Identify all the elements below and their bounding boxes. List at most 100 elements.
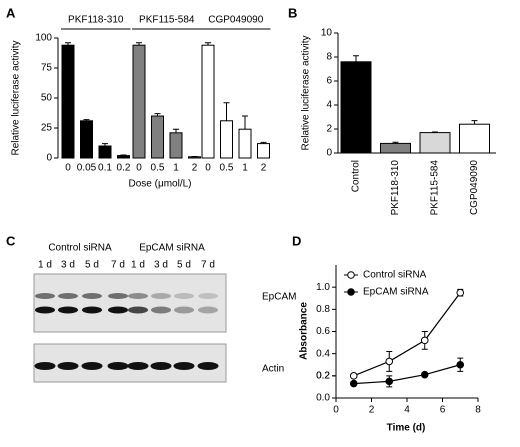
y-tick-label: 75: [41, 63, 53, 74]
y-tick-label: 6: [326, 76, 332, 87]
marker: [385, 357, 394, 366]
panel-label: B: [288, 5, 297, 20]
x-tick-label: 2: [192, 163, 198, 174]
x-tick-label: 0.5: [151, 163, 165, 174]
x-tick-label: 0: [205, 163, 211, 174]
bar: [459, 123, 490, 154]
lane-label: 7 d: [111, 260, 125, 271]
error-bar: [154, 113, 161, 116]
y-tick-label: 25: [41, 123, 53, 134]
legend-label: EpCAM siRNA: [363, 287, 429, 298]
bar: [201, 44, 215, 159]
band: [197, 362, 219, 370]
blot-membrane: [33, 273, 227, 333]
legend-marker: [347, 271, 355, 279]
band: [173, 362, 195, 370]
panel-label: C: [6, 233, 16, 248]
bar: [132, 44, 146, 159]
marker: [420, 336, 429, 345]
y-tick-label: 2: [326, 124, 332, 135]
x-tick-label: 0.2: [117, 163, 131, 174]
x-axis-label: Dose (μmol/L): [129, 179, 192, 190]
y-tick-label: 1.0: [316, 282, 330, 293]
band: [198, 306, 218, 314]
x-tick-label: 1: [173, 163, 179, 174]
y-tick-label: 0: [46, 153, 52, 164]
x-axis-label: Time (d): [387, 423, 426, 434]
error-bar: [136, 42, 142, 46]
y-axis-label: Absorbance: [299, 302, 310, 360]
bar: [169, 132, 183, 159]
band: [174, 293, 194, 299]
x-tick-label: 0.05: [77, 163, 97, 174]
y-tick-label: 0.2: [316, 370, 330, 381]
y-axis-label: Relative luciferase activity: [301, 35, 312, 150]
x-tick-label: 0: [136, 163, 142, 174]
band: [108, 306, 128, 314]
band: [82, 293, 102, 299]
lane-label: 5 d: [85, 260, 99, 271]
legend-marker: [347, 288, 355, 296]
band: [108, 293, 128, 299]
lane-label: 3 d: [154, 260, 168, 271]
x-tick-label: PKF115-584: [430, 160, 441, 216]
error-bar: [260, 141, 267, 144]
band-label: Actin: [262, 364, 284, 375]
panel-label: D: [292, 233, 301, 248]
error-bar: [205, 42, 211, 46]
band: [174, 306, 194, 314]
y-tick-label: 4: [326, 100, 332, 111]
y-tick-label: 0.4: [316, 348, 330, 359]
bar: [188, 156, 201, 159]
marker: [420, 370, 429, 379]
band: [150, 362, 172, 370]
lane-label: 7 d: [201, 260, 215, 271]
bar: [220, 120, 233, 159]
band: [128, 293, 148, 299]
x-tick-label: 2: [261, 163, 267, 174]
x-tick-label: 2: [369, 405, 375, 416]
bar: [380, 142, 411, 154]
marker: [456, 360, 465, 369]
error-bar: [392, 141, 399, 144]
lane-label: 3 d: [61, 260, 75, 271]
marker: [456, 288, 465, 297]
y-tick-label: 0: [326, 148, 332, 159]
y-axis-label: Relative luciferase activity: [11, 40, 22, 155]
bar: [80, 120, 93, 159]
x-tick-label: 8: [475, 405, 481, 416]
band: [151, 306, 171, 314]
band: [58, 306, 78, 314]
error-bar: [471, 120, 478, 125]
error-bar: [353, 55, 359, 62]
band: [107, 362, 129, 370]
bar: [98, 145, 112, 159]
blot-group-label: EpCAM siRNA: [139, 243, 205, 254]
band: [34, 362, 56, 370]
error-bar: [65, 42, 71, 46]
band: [127, 362, 149, 370]
marker: [349, 379, 358, 388]
error-bar: [242, 115, 248, 130]
x-tick-label: Control: [351, 160, 362, 192]
panel-label: A: [6, 5, 16, 20]
group-label: PKF115-584: [139, 15, 195, 26]
lane-label: 5 d: [177, 260, 191, 271]
error-bar: [102, 143, 108, 146]
y-tick-label: 0.2: [316, 370, 330, 381]
x-tick-label: 4: [404, 405, 410, 416]
series-line: [353, 364, 461, 385]
error-bar: [432, 131, 438, 133]
y-tick-label: 0.0: [316, 393, 330, 404]
band: [58, 293, 78, 299]
band: [57, 362, 79, 370]
y-tick-label: 0.6: [316, 326, 330, 337]
bar: [61, 44, 75, 159]
band: [35, 293, 55, 299]
bar: [340, 61, 372, 154]
lane-label: 1 d: [38, 260, 52, 271]
x-tick-label: 0: [333, 405, 339, 416]
band-label: EpCAM: [262, 292, 296, 303]
bar: [117, 155, 130, 159]
x-tick-label: 0.1: [98, 163, 112, 174]
